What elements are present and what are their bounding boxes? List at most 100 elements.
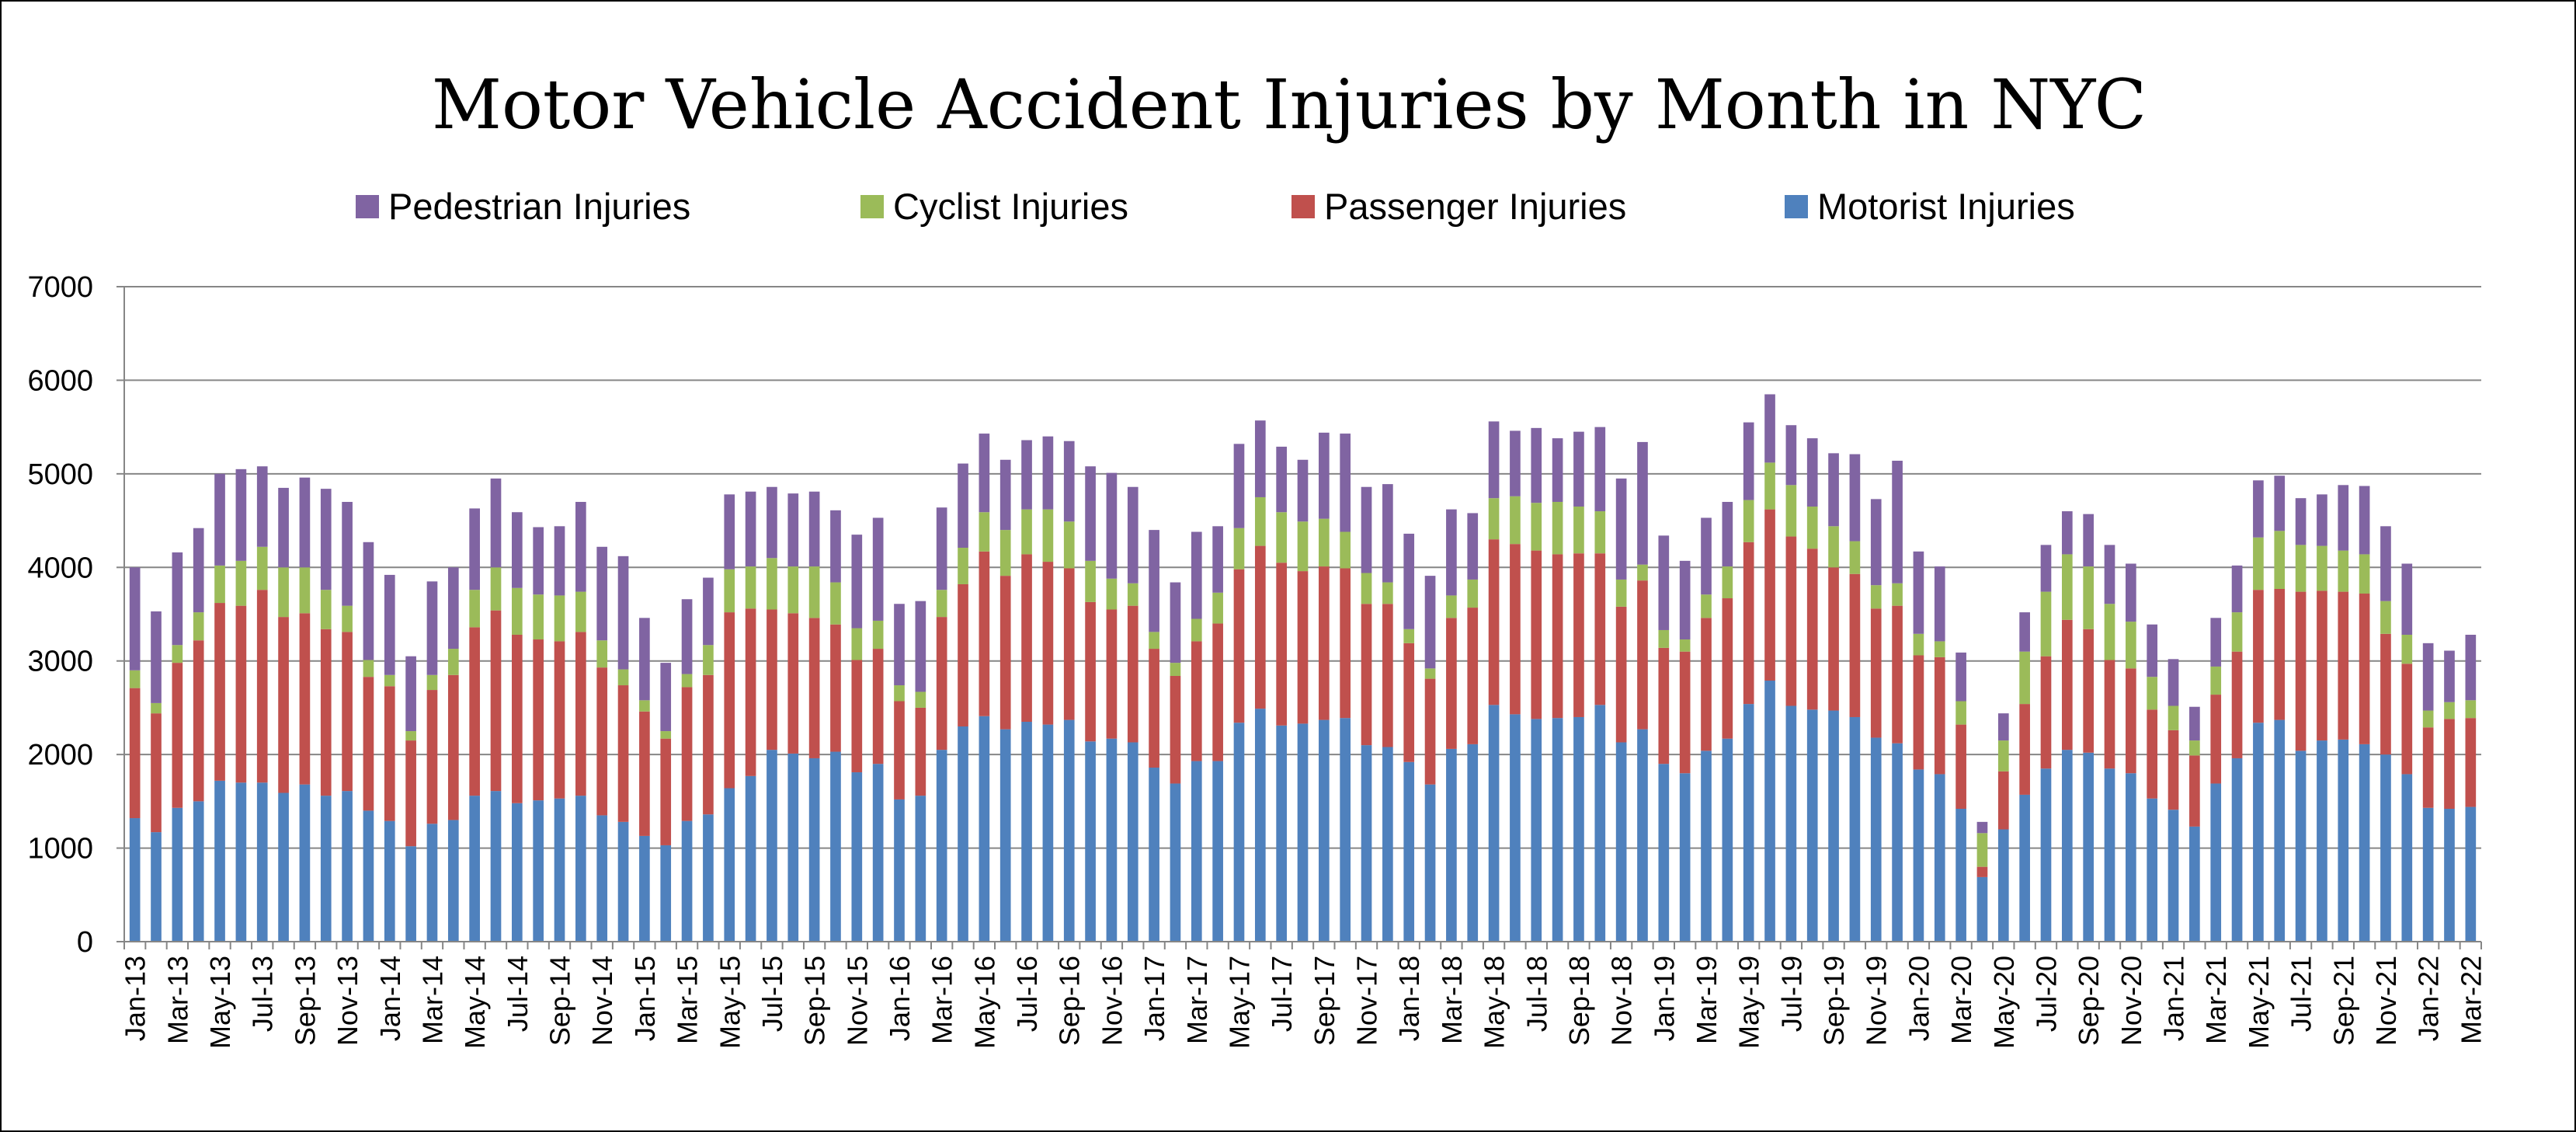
bar-motorist-injuries-oct-18 xyxy=(1594,705,1606,942)
x-tick-label: Nov-19 xyxy=(1861,956,1893,1046)
bar-passenger-injuries-sep-15 xyxy=(808,618,820,758)
bar-pedestrian-injuries-sep-21 xyxy=(2338,485,2349,551)
bar-pedestrian-injuries-mar-14 xyxy=(426,581,438,675)
bar-motorist-injuries-aug-18 xyxy=(1552,718,1563,942)
bar-passenger-injuries-jun-16 xyxy=(999,576,1011,730)
bar-passenger-injuries-may-14 xyxy=(469,627,480,796)
bar-passenger-injuries-apr-15 xyxy=(703,674,714,815)
bar-pedestrian-injuries-jul-15 xyxy=(767,486,777,559)
bar-cyclist-injuries-apr-18 xyxy=(1467,579,1479,608)
bar-cyclist-injuries-nov-13 xyxy=(342,605,353,632)
bar-passenger-injuries-jan-14 xyxy=(384,686,395,821)
bar-motorist-injuries-apr-13 xyxy=(193,801,204,942)
bar-cyclist-injuries-feb-13 xyxy=(151,702,162,714)
bar-pedestrian-injuries-apr-18 xyxy=(1467,513,1479,580)
legend: Pedestrian Injuries Cyclist Injuries Passe… xyxy=(356,186,2075,227)
bar-motorist-injuries-jun-17 xyxy=(1254,709,1266,942)
bar-motorist-injuries-sep-19 xyxy=(1828,710,1839,942)
bar-pedestrian-injuries-oct-15 xyxy=(830,510,841,583)
x-tick-label: May-20 xyxy=(1988,956,2020,1049)
bar-pedestrian-injuries-aug-16 xyxy=(1042,436,1054,510)
bar-motorist-injuries-apr-16 xyxy=(958,726,968,942)
bar-motorist-injuries-mar-20 xyxy=(1955,808,1966,942)
bar-cyclist-injuries-jan-22 xyxy=(2422,710,2434,728)
bar-motorist-injuries-jul-21 xyxy=(2295,751,2307,942)
bar-cyclist-injuries-jan-13 xyxy=(129,670,141,688)
bar-passenger-injuries-aug-13 xyxy=(278,617,289,793)
bar-motorist-injuries-nov-13 xyxy=(342,791,353,942)
legend-swatch xyxy=(860,195,884,218)
bar-passenger-injuries-jun-20 xyxy=(2019,704,2030,795)
bar-motorist-injuries-jun-13 xyxy=(235,782,247,942)
bar-pedestrian-injuries-may-15 xyxy=(724,494,735,569)
bar-passenger-injuries-sep-19 xyxy=(1828,567,1839,711)
bar-cyclist-injuries-dec-17 xyxy=(1382,582,1393,604)
bar-passenger-injuries-jan-15 xyxy=(639,711,650,836)
x-tick-label: Jul-21 xyxy=(2286,956,2317,1032)
bar-motorist-injuries-oct-19 xyxy=(1849,716,1861,942)
bar-pedestrian-injuries-feb-18 xyxy=(1424,576,1436,669)
bar-pedestrian-injuries-mar-18 xyxy=(1446,509,1457,596)
bar-cyclist-injuries-nov-21 xyxy=(2380,601,2391,634)
x-tick-label: Nov-21 xyxy=(2370,956,2402,1046)
bar-motorist-injuries-mar-16 xyxy=(936,750,947,942)
bar-cyclist-injuries-jun-18 xyxy=(1510,496,1521,545)
bar-motorist-injuries-mar-13 xyxy=(172,807,183,942)
bar-motorist-injuries-jan-20 xyxy=(1913,769,1924,942)
bars xyxy=(129,394,2477,942)
bar-motorist-injuries-jun-14 xyxy=(490,791,502,942)
bar-cyclist-injuries-jun-13 xyxy=(235,560,247,606)
bar-pedestrian-injuries-feb-22 xyxy=(2444,650,2455,702)
bar-motorist-injuries-may-14 xyxy=(469,796,480,942)
bar-cyclist-injuries-may-19 xyxy=(1743,500,1754,542)
x-tick-label: May-21 xyxy=(2243,956,2275,1049)
bar-pedestrian-injuries-jul-17 xyxy=(1276,446,1287,513)
bar-motorist-injuries-jan-14 xyxy=(384,820,395,942)
bar-passenger-injuries-nov-18 xyxy=(1615,606,1627,743)
bar-pedestrian-injuries-oct-21 xyxy=(2359,486,2370,555)
bar-pedestrian-injuries-mar-17 xyxy=(1191,531,1202,619)
bar-cyclist-injuries-oct-21 xyxy=(2359,554,2370,594)
bar-passenger-injuries-sep-13 xyxy=(299,613,311,785)
bar-pedestrian-injuries-dec-21 xyxy=(2401,563,2413,635)
bar-motorist-injuries-apr-17 xyxy=(1212,761,1223,942)
bar-motorist-injuries-sep-17 xyxy=(1319,719,1330,942)
bar-motorist-injuries-aug-20 xyxy=(2061,750,2073,942)
bar-pedestrian-injuries-oct-17 xyxy=(1340,434,1351,532)
bar-motorist-injuries-apr-15 xyxy=(703,814,714,942)
x-tick-label: Jan-19 xyxy=(1648,956,1680,1041)
bar-passenger-injuries-jun-19 xyxy=(1764,509,1775,681)
bar-motorist-injuries-jul-18 xyxy=(1531,719,1542,942)
bar-cyclist-injuries-jun-16 xyxy=(999,530,1011,576)
bar-passenger-injuries-mar-22 xyxy=(2465,718,2477,807)
bar-passenger-injuries-jan-16 xyxy=(894,701,905,799)
bar-passenger-injuries-oct-19 xyxy=(1849,573,1861,717)
bar-cyclist-injuries-apr-17 xyxy=(1212,592,1223,624)
bar-cyclist-injuries-jul-20 xyxy=(2040,591,2052,657)
bar-pedestrian-injuries-jun-18 xyxy=(1510,430,1521,496)
bar-passenger-injuries-mar-14 xyxy=(426,690,438,824)
bar-pedestrian-injuries-dec-18 xyxy=(1637,441,1648,565)
bar-cyclist-injuries-jun-14 xyxy=(490,567,502,611)
bar-pedestrian-injuries-aug-13 xyxy=(278,487,289,568)
bar-passenger-injuries-dec-15 xyxy=(872,649,884,765)
bar-pedestrian-injuries-mar-19 xyxy=(1701,517,1712,595)
bar-cyclist-injuries-feb-21 xyxy=(2189,740,2200,756)
x-tick-label: Jul-17 xyxy=(1266,956,1298,1032)
bar-motorist-injuries-jan-17 xyxy=(1149,768,1159,942)
bar-cyclist-injuries-oct-17 xyxy=(1340,531,1351,569)
bar-pedestrian-injuries-may-13 xyxy=(214,473,225,566)
bar-passenger-injuries-jan-22 xyxy=(2422,727,2434,808)
bar-motorist-injuries-jan-16 xyxy=(894,799,905,942)
legend-item-cyclist-injuries: Cyclist Injuries xyxy=(860,186,1128,227)
bar-pedestrian-injuries-jan-16 xyxy=(894,604,905,686)
bar-pedestrian-injuries-jan-14 xyxy=(384,574,395,675)
bar-cyclist-injuries-feb-14 xyxy=(405,731,416,741)
bar-motorist-injuries-feb-16 xyxy=(915,796,926,942)
bar-motorist-injuries-jun-19 xyxy=(1764,681,1775,942)
bar-passenger-injuries-feb-19 xyxy=(1679,651,1691,774)
bar-pedestrian-injuries-feb-13 xyxy=(151,611,162,703)
bar-pedestrian-injuries-jan-17 xyxy=(1149,530,1159,632)
bar-passenger-injuries-oct-16 xyxy=(1085,601,1096,742)
